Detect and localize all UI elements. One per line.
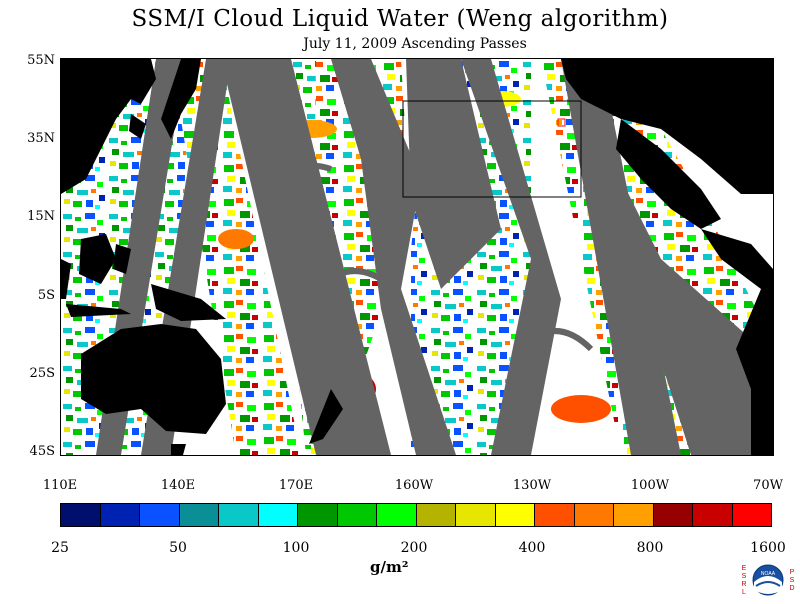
red-marker	[557, 118, 566, 127]
chart-subtitle: July 11, 2009 Ascending Passes	[303, 36, 527, 52]
colorbar-label-800: 800	[636, 540, 664, 556]
lon-label-70w: 70W	[753, 478, 783, 493]
colorbar-cell-4	[219, 504, 259, 526]
colorbar-label-100: 100	[282, 540, 310, 556]
svg-text:L: L	[742, 589, 746, 596]
colorbar-cell-14	[614, 504, 654, 526]
lat-label-15n: 15N	[27, 209, 55, 224]
svg-text:D: D	[789, 585, 794, 592]
colorbar-cell-15	[653, 504, 693, 526]
colorbar-label-50: 50	[169, 540, 187, 556]
lat-label-35n: 35N	[27, 131, 55, 146]
colorbar-cell-17	[732, 504, 771, 526]
colorbar-cell-13	[574, 504, 614, 526]
colorbar-label-200: 200	[400, 540, 428, 556]
svg-text:S: S	[790, 577, 795, 584]
colorbar-label-25: 25	[51, 540, 69, 556]
colorbar-cell-16	[693, 504, 733, 526]
lat-label-55n: 55N	[27, 53, 55, 68]
chart-title: SSM/I Cloud Liquid Water (Weng algorithm…	[131, 6, 669, 32]
svg-text:R: R	[741, 581, 746, 588]
svg-text:NOAA: NOAA	[761, 571, 776, 577]
colorbar-unit: g/m²	[370, 558, 409, 576]
colorbar	[60, 503, 772, 527]
colorbar-cell-6	[298, 504, 338, 526]
map-panel	[60, 58, 774, 456]
lon-label-100w: 100W	[630, 478, 670, 493]
noaa-esrl-psd-logo: NOAA E S R L P S D	[738, 560, 798, 600]
colorbar-cell-12	[535, 504, 575, 526]
lat-label-45s: 45S	[29, 444, 55, 459]
land-masses	[61, 59, 773, 455]
map-canvas	[61, 59, 773, 455]
colorbar-cell-9	[416, 504, 456, 526]
svg-text:E: E	[742, 565, 747, 572]
nodata-gaps	[96, 59, 761, 455]
colorbar-label-1600: 1600	[750, 540, 786, 556]
colorbar-cell-3	[179, 504, 219, 526]
colorbar-cell-8	[377, 504, 417, 526]
colorbar-cell-11	[495, 504, 535, 526]
lon-label-110e: 110E	[42, 478, 78, 493]
svg-text:P: P	[790, 569, 795, 576]
svg-text:S: S	[742, 573, 747, 580]
colorbar-cell-0	[61, 504, 101, 526]
colorbar-cell-5	[258, 504, 298, 526]
lon-label-160w: 160W	[394, 478, 434, 493]
lat-label-5s: 5S	[37, 288, 55, 303]
colorbar-cell-2	[140, 504, 180, 526]
highlight-box	[402, 100, 582, 198]
colorbar-cell-7	[337, 504, 377, 526]
colorbar-cell-1	[100, 504, 140, 526]
lat-label-25s: 25S	[29, 366, 55, 381]
lon-label-130w: 130W	[512, 478, 552, 493]
colorbar-cell-10	[456, 504, 496, 526]
colorbar-label-400: 400	[518, 540, 546, 556]
lon-label-140e: 140E	[160, 478, 196, 493]
lon-label-170e: 170E	[278, 478, 314, 493]
